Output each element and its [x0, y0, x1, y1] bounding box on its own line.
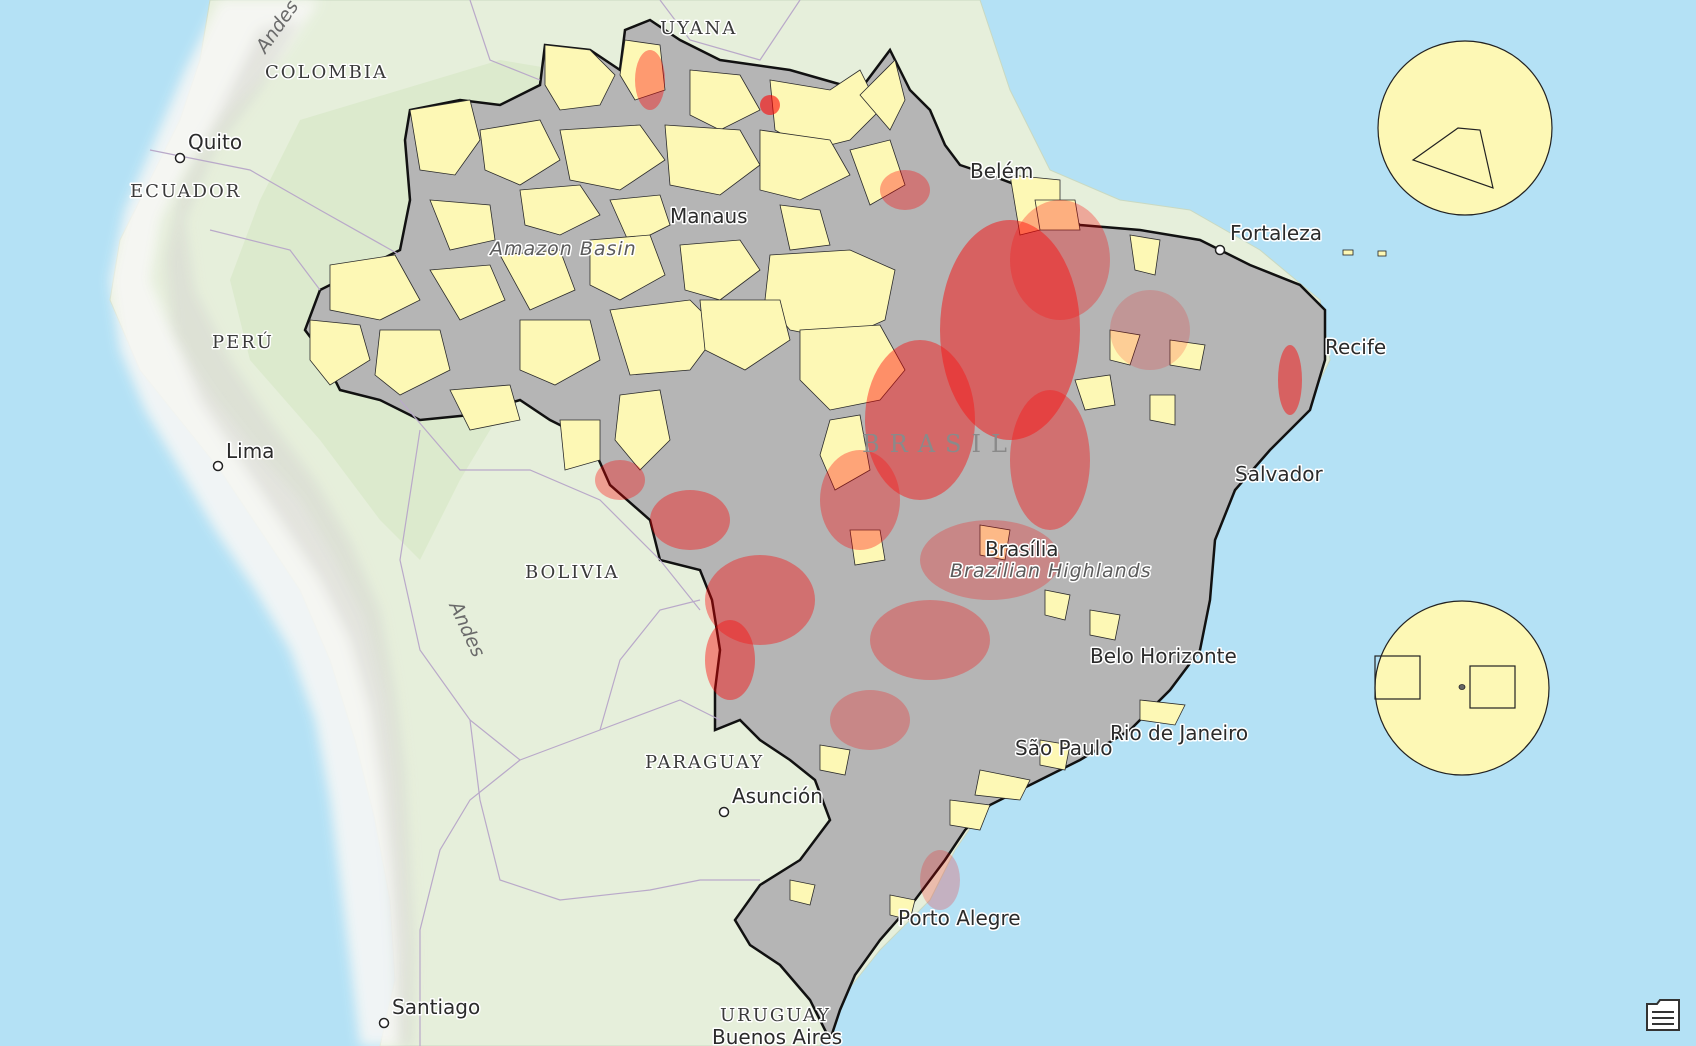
- city-lima: Lima: [226, 439, 274, 463]
- label-amazon-basin: Amazon Basin: [488, 238, 637, 260]
- protected-areas[interactable]: [309, 39, 1206, 921]
- label-guyana: UYANA: [660, 18, 737, 39]
- city-brasilia: Brasília: [985, 537, 1059, 561]
- label-brazil: BRASIL: [862, 430, 1017, 458]
- label-paraguay: PARAGUAY: [645, 752, 764, 773]
- city-recife: Recife: [1325, 335, 1386, 359]
- label-ecuador: ECUADOR: [130, 181, 241, 202]
- city-santiago: Santiago: [392, 995, 480, 1019]
- city-sao-paulo: São Paulo: [1015, 736, 1112, 760]
- city-fortaleza: Fortaleza: [1230, 221, 1322, 245]
- island-fernando: [1342, 249, 1354, 256]
- city-manaus: Manaus: [670, 204, 748, 228]
- label-peru: PERÚ: [212, 330, 274, 353]
- island-rocas: [1377, 250, 1387, 257]
- city-belem: Belém: [970, 159, 1033, 183]
- legend-button[interactable]: [1643, 996, 1683, 1034]
- label-brazilian-highlands: Brazilian Highlands: [950, 560, 1152, 582]
- legend-icon: [1646, 999, 1680, 1031]
- inset-saint-peter-paul[interactable]: [1377, 40, 1553, 216]
- fire-points: [595, 50, 1302, 910]
- city-belo-horizonte: Belo Horizonte: [1090, 644, 1237, 668]
- label-bolivia: BOLIVIA: [525, 562, 620, 583]
- city-asuncion: Asunción: [732, 784, 823, 808]
- andes-relief: [110, 0, 415, 1046]
- city-salvador: Salvador: [1235, 462, 1324, 486]
- city-dots: [174, 152, 1226, 1029]
- inset-trindade[interactable]: [1374, 600, 1550, 776]
- label-uruguay: URUGUAY: [720, 1005, 831, 1026]
- city-buenos-aires: Buenos Aires: [712, 1025, 842, 1046]
- country-borders: [149, 0, 801, 1046]
- label-colombia: COLOMBIA: [265, 62, 388, 83]
- city-rio: Rio de Janeiro: [1110, 721, 1248, 745]
- city-porto-alegre: Porto Alegre: [898, 906, 1021, 930]
- city-quito: Quito: [188, 130, 242, 154]
